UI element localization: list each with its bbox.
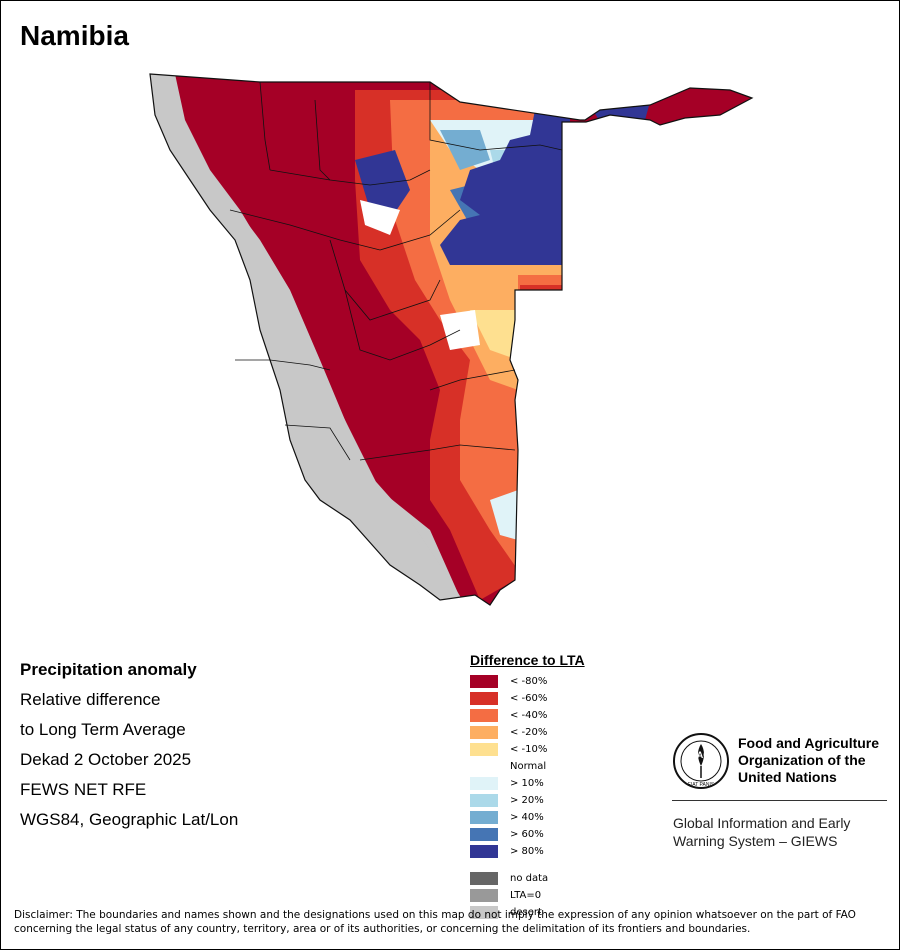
legend-classes: < -80% < -60% < -40% < -20% < -10% Normal > 10… <box>470 673 585 860</box>
legend-class-swatch <box>470 777 498 790</box>
disclaimer-line2: concerning the legal status of any count… <box>14 923 751 935</box>
country-boundary <box>149 73 754 606</box>
legend-class-row: < -20% <box>470 724 585 741</box>
legend-class-row: Normal <box>470 758 585 775</box>
legend-class-label: < -20% <box>510 727 548 738</box>
legend-class-swatch <box>470 828 498 841</box>
divider <box>672 800 887 801</box>
info-source: FEWS NET RFE <box>20 780 147 799</box>
disclaimer-line1: Disclaimer: The boundaries and names sho… <box>14 909 856 921</box>
legend-class-row: < -80% <box>470 673 585 690</box>
legend-class-row: > 80% <box>470 843 585 860</box>
anomaly-above-10-south <box>490 490 518 540</box>
regional-boundaries <box>229 81 563 461</box>
map-info: Precipitation anomaly Relative differenc… <box>20 655 238 835</box>
legend-special-label: LTA=0 <box>510 890 542 901</box>
anomaly-above-80 <box>440 110 570 265</box>
info-heading: Precipitation anomaly <box>20 660 197 679</box>
legend: Difference to LTA < -80% < -60% < -40% < -2… <box>470 652 585 921</box>
legend-special-label: no data <box>510 873 549 884</box>
info-period: Dekad 2 October 2025 <box>20 750 192 769</box>
legend-class-label: > 10% <box>510 778 544 789</box>
legend-special-swatch <box>470 906 498 919</box>
legend-class-label: > 60% <box>510 829 544 840</box>
legend-class-label: > 40% <box>510 812 544 823</box>
legend-class-label: < -40% <box>510 710 548 721</box>
legend-class-label: < -80% <box>510 676 548 687</box>
legend-special-row: LTA=0 <box>470 887 585 904</box>
info-projection: WGS84, Geographic Lat/Lon <box>20 810 239 829</box>
fao-name: Food and Agriculture Organization of the… <box>738 735 879 786</box>
legend-class-swatch <box>470 794 498 807</box>
fao-logo-text: FAO <box>692 750 711 760</box>
legend-class-swatch <box>470 726 498 739</box>
legend-class-row: > 60% <box>470 826 585 843</box>
legend-special-row: desert <box>470 904 585 921</box>
legend-class-row: > 10% <box>470 775 585 792</box>
normal-zone <box>360 200 400 235</box>
legend-class-label: Normal <box>510 761 547 772</box>
legend-class-swatch <box>470 760 498 773</box>
fao-logo-icon: FAO FIAT PANIS <box>673 733 729 789</box>
legend-class-swatch <box>470 692 498 705</box>
map-title: Namibia <box>20 20 129 51</box>
legend-class-row: > 40% <box>470 809 585 826</box>
legend-special: no data LTA=0 desert <box>470 870 585 921</box>
legend-title: Difference to LTA <box>470 652 585 668</box>
legend-special-swatch <box>470 889 498 902</box>
legend-special-label: desert <box>510 907 542 918</box>
legend-class-swatch <box>470 845 498 858</box>
legend-class-swatch <box>470 709 498 722</box>
fao-name-line1: Food and Agriculture <box>738 735 880 751</box>
anomaly-below-10 <box>470 310 518 360</box>
giews-line1: Global Information and Early <box>673 815 851 831</box>
legend-class-row: > 20% <box>470 792 585 809</box>
legend-class-row: < -10% <box>470 741 585 758</box>
fao-name-line3: United Nations <box>738 769 837 785</box>
disclaimer: Disclaimer: The boundaries and names sho… <box>14 908 884 936</box>
legend-class-label: < -60% <box>510 693 548 704</box>
giews-label: Global Information and Early Warning Sys… <box>673 814 850 850</box>
legend-class-row: < -40% <box>470 707 585 724</box>
legend-class-label: > 80% <box>510 846 544 857</box>
legend-class-swatch <box>470 811 498 824</box>
legend-class-swatch <box>470 743 498 756</box>
legend-class-label: > 20% <box>510 795 544 806</box>
legend-special-row: no data <box>470 870 585 887</box>
info-line1: Relative difference <box>20 690 161 709</box>
legend-class-row: < -60% <box>470 690 585 707</box>
precipitation-anomaly-map <box>149 73 754 606</box>
fao-logo-motto: FIAT PANIS <box>688 782 715 788</box>
legend-class-label: < -10% <box>510 744 548 755</box>
info-line2: to Long Term Average <box>20 720 186 739</box>
giews-line2: Warning System – GIEWS <box>673 833 838 849</box>
anomaly-above-40 <box>440 130 490 170</box>
legend-class-swatch <box>470 675 498 688</box>
legend-special-swatch <box>470 872 498 885</box>
fao-name-line2: Organization of the <box>738 752 866 768</box>
